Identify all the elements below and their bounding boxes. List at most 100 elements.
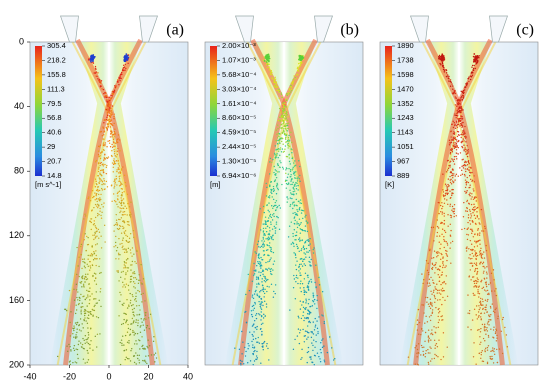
particle [301, 291, 302, 292]
particle [253, 339, 254, 340]
particle [241, 361, 242, 362]
particle [443, 69, 444, 70]
particle [101, 80, 102, 81]
particle [269, 211, 270, 212]
particle [468, 257, 469, 258]
particle [291, 89, 292, 90]
particle [127, 236, 128, 237]
particle [136, 305, 137, 306]
particle [144, 318, 145, 319]
particle [117, 228, 118, 229]
particle [125, 359, 126, 360]
particle [492, 358, 493, 359]
particle [478, 329, 479, 330]
particle [69, 346, 70, 347]
particle [96, 316, 97, 317]
particle [487, 290, 488, 291]
particle [276, 223, 277, 224]
particle [269, 69, 270, 70]
particle [77, 265, 78, 266]
particle [132, 332, 133, 333]
particle [123, 267, 124, 268]
particle [438, 274, 439, 275]
particle [442, 290, 443, 291]
particle [275, 209, 276, 210]
particle [296, 277, 297, 278]
particle [475, 68, 476, 69]
particle [278, 189, 279, 190]
particle [98, 167, 99, 168]
colorbar-label: 967 [397, 157, 410, 166]
particle [304, 263, 305, 264]
particle [123, 271, 124, 272]
particle [299, 275, 300, 276]
particle [488, 335, 489, 336]
particle [449, 142, 450, 143]
particle [128, 221, 129, 222]
particle [97, 302, 98, 303]
particle [257, 295, 258, 296]
particle [447, 225, 448, 226]
injection-particle [93, 56, 95, 58]
particle [81, 268, 82, 269]
particle [475, 269, 476, 270]
particle [274, 174, 275, 175]
particle [130, 276, 131, 277]
particle [117, 138, 118, 139]
particle [455, 104, 456, 105]
particle [95, 186, 96, 187]
particle [256, 313, 257, 314]
particle [482, 263, 483, 264]
particle [79, 329, 80, 330]
particle [289, 206, 290, 207]
particle [80, 330, 81, 331]
panel-label: (c) [516, 22, 534, 39]
particle [99, 180, 100, 181]
particle [299, 225, 300, 226]
particle [133, 237, 134, 238]
particle [263, 206, 264, 207]
particle [274, 227, 275, 228]
particle [261, 311, 262, 312]
particle [267, 286, 268, 287]
particle [469, 313, 470, 314]
particle [106, 96, 107, 97]
particle [468, 194, 469, 195]
particle [97, 189, 98, 190]
particle [470, 213, 471, 214]
particle [440, 284, 441, 285]
particle [268, 268, 269, 269]
particle [323, 345, 324, 346]
particle [84, 258, 85, 259]
particle [271, 70, 272, 71]
particle [417, 324, 418, 325]
particle [468, 76, 469, 77]
particle [249, 331, 250, 332]
particle [90, 327, 91, 328]
particle [87, 264, 88, 265]
particle [126, 214, 127, 215]
particle [86, 341, 87, 342]
particle [285, 137, 286, 138]
particle [452, 177, 453, 178]
particle [252, 296, 253, 297]
injection-particle [266, 61, 268, 63]
particle [307, 362, 308, 363]
particle [95, 217, 96, 218]
particle [304, 294, 305, 295]
particle [123, 198, 124, 199]
particle [485, 300, 486, 301]
particle [292, 157, 293, 158]
particle [133, 230, 134, 231]
particle [320, 352, 321, 353]
particle [474, 263, 475, 264]
particle [299, 181, 300, 182]
particle [116, 178, 117, 179]
particle [309, 281, 310, 282]
particle [448, 168, 449, 169]
particle [480, 262, 481, 263]
particle [489, 316, 490, 317]
injection-particle [441, 55, 443, 57]
particle [477, 255, 478, 256]
particle [433, 227, 434, 228]
